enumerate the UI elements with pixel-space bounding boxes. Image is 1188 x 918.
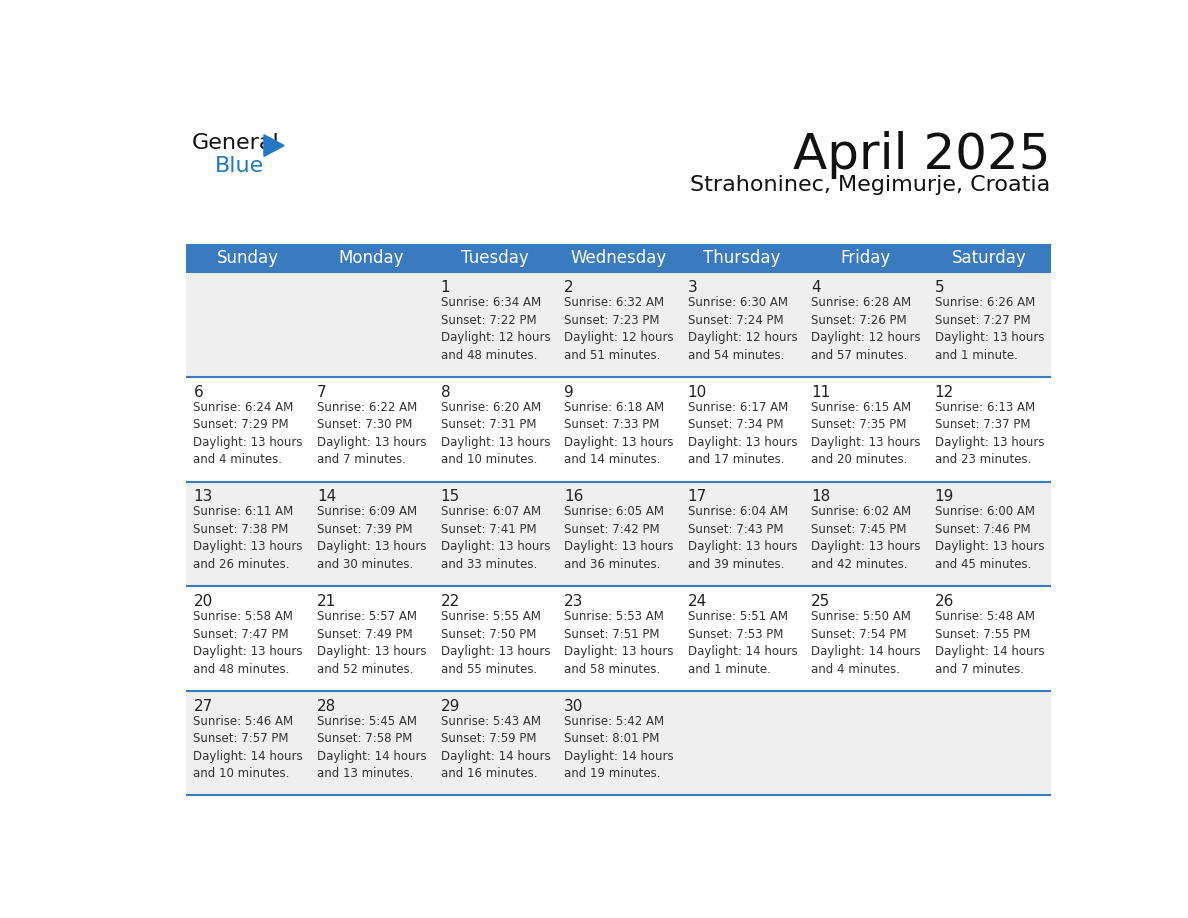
Text: Sunrise: 6:02 AM
Sunset: 7:45 PM
Daylight: 13 hours
and 42 minutes.: Sunrise: 6:02 AM Sunset: 7:45 PM Dayligh… <box>811 506 921 571</box>
Text: 11: 11 <box>811 385 830 399</box>
Text: 7: 7 <box>317 385 327 399</box>
Text: Sunrise: 6:20 AM
Sunset: 7:31 PM
Daylight: 13 hours
and 10 minutes.: Sunrise: 6:20 AM Sunset: 7:31 PM Dayligh… <box>441 401 550 466</box>
Text: Sunrise: 5:57 AM
Sunset: 7:49 PM
Daylight: 13 hours
and 52 minutes.: Sunrise: 5:57 AM Sunset: 7:49 PM Dayligh… <box>317 610 426 676</box>
Text: 12: 12 <box>935 385 954 399</box>
Text: Sunrise: 5:58 AM
Sunset: 7:47 PM
Daylight: 13 hours
and 48 minutes.: Sunrise: 5:58 AM Sunset: 7:47 PM Dayligh… <box>194 610 303 676</box>
Text: Sunday: Sunday <box>216 249 278 267</box>
Text: Sunrise: 5:55 AM
Sunset: 7:50 PM
Daylight: 13 hours
and 55 minutes.: Sunrise: 5:55 AM Sunset: 7:50 PM Dayligh… <box>441 610 550 676</box>
Text: Sunrise: 6:15 AM
Sunset: 7:35 PM
Daylight: 13 hours
and 20 minutes.: Sunrise: 6:15 AM Sunset: 7:35 PM Dayligh… <box>811 401 921 466</box>
Text: 8: 8 <box>441 385 450 399</box>
Bar <box>185 482 1050 587</box>
Text: 22: 22 <box>441 594 460 609</box>
Text: Monday: Monday <box>339 249 404 267</box>
Bar <box>185 244 1050 273</box>
Text: Sunrise: 5:50 AM
Sunset: 7:54 PM
Daylight: 14 hours
and 4 minutes.: Sunrise: 5:50 AM Sunset: 7:54 PM Dayligh… <box>811 610 921 676</box>
Text: 15: 15 <box>441 489 460 504</box>
Text: 14: 14 <box>317 489 336 504</box>
Text: Sunrise: 6:22 AM
Sunset: 7:30 PM
Daylight: 13 hours
and 7 minutes.: Sunrise: 6:22 AM Sunset: 7:30 PM Dayligh… <box>317 401 426 466</box>
Bar <box>185 273 1050 377</box>
Text: 2: 2 <box>564 280 574 295</box>
Text: Sunrise: 6:09 AM
Sunset: 7:39 PM
Daylight: 13 hours
and 30 minutes.: Sunrise: 6:09 AM Sunset: 7:39 PM Dayligh… <box>317 506 426 571</box>
Bar <box>185 377 1050 482</box>
Text: Sunrise: 6:07 AM
Sunset: 7:41 PM
Daylight: 13 hours
and 33 minutes.: Sunrise: 6:07 AM Sunset: 7:41 PM Dayligh… <box>441 506 550 571</box>
Text: Sunrise: 6:28 AM
Sunset: 7:26 PM
Daylight: 12 hours
and 57 minutes.: Sunrise: 6:28 AM Sunset: 7:26 PM Dayligh… <box>811 297 921 362</box>
Text: 10: 10 <box>688 385 707 399</box>
Text: Sunrise: 6:18 AM
Sunset: 7:33 PM
Daylight: 13 hours
and 14 minutes.: Sunrise: 6:18 AM Sunset: 7:33 PM Dayligh… <box>564 401 674 466</box>
Text: Sunrise: 6:00 AM
Sunset: 7:46 PM
Daylight: 13 hours
and 45 minutes.: Sunrise: 6:00 AM Sunset: 7:46 PM Dayligh… <box>935 506 1044 571</box>
Text: Wednesday: Wednesday <box>570 249 666 267</box>
Text: 17: 17 <box>688 489 707 504</box>
Text: 1: 1 <box>441 280 450 295</box>
Text: 9: 9 <box>564 385 574 399</box>
Text: General: General <box>192 133 279 153</box>
Text: 13: 13 <box>194 489 213 504</box>
Text: Thursday: Thursday <box>703 249 781 267</box>
Text: Sunrise: 5:43 AM
Sunset: 7:59 PM
Daylight: 14 hours
and 16 minutes.: Sunrise: 5:43 AM Sunset: 7:59 PM Dayligh… <box>441 715 550 780</box>
Text: Strahoninec, Megimurje, Croatia: Strahoninec, Megimurje, Croatia <box>690 174 1050 195</box>
Text: 28: 28 <box>317 699 336 713</box>
Text: 6: 6 <box>194 385 203 399</box>
Text: Sunrise: 5:42 AM
Sunset: 8:01 PM
Daylight: 14 hours
and 19 minutes.: Sunrise: 5:42 AM Sunset: 8:01 PM Dayligh… <box>564 715 674 780</box>
Text: April 2025: April 2025 <box>794 131 1050 179</box>
Text: Tuesday: Tuesday <box>461 249 529 267</box>
Text: 29: 29 <box>441 699 460 713</box>
Text: Sunrise: 6:11 AM
Sunset: 7:38 PM
Daylight: 13 hours
and 26 minutes.: Sunrise: 6:11 AM Sunset: 7:38 PM Dayligh… <box>194 506 303 571</box>
Text: 19: 19 <box>935 489 954 504</box>
Bar <box>185 587 1050 691</box>
Text: Sunrise: 6:05 AM
Sunset: 7:42 PM
Daylight: 13 hours
and 36 minutes.: Sunrise: 6:05 AM Sunset: 7:42 PM Dayligh… <box>564 506 674 571</box>
Polygon shape <box>264 135 284 156</box>
Text: Sunrise: 6:04 AM
Sunset: 7:43 PM
Daylight: 13 hours
and 39 minutes.: Sunrise: 6:04 AM Sunset: 7:43 PM Dayligh… <box>688 506 797 571</box>
Text: Sunrise: 5:51 AM
Sunset: 7:53 PM
Daylight: 14 hours
and 1 minute.: Sunrise: 5:51 AM Sunset: 7:53 PM Dayligh… <box>688 610 797 676</box>
Text: 20: 20 <box>194 594 213 609</box>
Text: 5: 5 <box>935 280 944 295</box>
Text: Sunrise: 5:53 AM
Sunset: 7:51 PM
Daylight: 13 hours
and 58 minutes.: Sunrise: 5:53 AM Sunset: 7:51 PM Dayligh… <box>564 610 674 676</box>
Text: Sunrise: 6:34 AM
Sunset: 7:22 PM
Daylight: 12 hours
and 48 minutes.: Sunrise: 6:34 AM Sunset: 7:22 PM Dayligh… <box>441 297 550 362</box>
Text: Sunrise: 6:13 AM
Sunset: 7:37 PM
Daylight: 13 hours
and 23 minutes.: Sunrise: 6:13 AM Sunset: 7:37 PM Dayligh… <box>935 401 1044 466</box>
Text: Sunrise: 6:24 AM
Sunset: 7:29 PM
Daylight: 13 hours
and 4 minutes.: Sunrise: 6:24 AM Sunset: 7:29 PM Dayligh… <box>194 401 303 466</box>
Text: 30: 30 <box>564 699 583 713</box>
Text: 16: 16 <box>564 489 583 504</box>
Text: Sunrise: 6:30 AM
Sunset: 7:24 PM
Daylight: 12 hours
and 54 minutes.: Sunrise: 6:30 AM Sunset: 7:24 PM Dayligh… <box>688 297 797 362</box>
Text: Sunrise: 5:48 AM
Sunset: 7:55 PM
Daylight: 14 hours
and 7 minutes.: Sunrise: 5:48 AM Sunset: 7:55 PM Dayligh… <box>935 610 1044 676</box>
Text: 23: 23 <box>564 594 583 609</box>
Text: 26: 26 <box>935 594 954 609</box>
Text: Sunrise: 6:26 AM
Sunset: 7:27 PM
Daylight: 13 hours
and 1 minute.: Sunrise: 6:26 AM Sunset: 7:27 PM Dayligh… <box>935 297 1044 362</box>
Text: 4: 4 <box>811 280 821 295</box>
Text: 25: 25 <box>811 594 830 609</box>
Text: Saturday: Saturday <box>952 249 1026 267</box>
Text: 24: 24 <box>688 594 707 609</box>
Text: Sunrise: 6:17 AM
Sunset: 7:34 PM
Daylight: 13 hours
and 17 minutes.: Sunrise: 6:17 AM Sunset: 7:34 PM Dayligh… <box>688 401 797 466</box>
Text: 18: 18 <box>811 489 830 504</box>
Bar <box>185 691 1050 796</box>
Text: Sunrise: 5:46 AM
Sunset: 7:57 PM
Daylight: 14 hours
and 10 minutes.: Sunrise: 5:46 AM Sunset: 7:57 PM Dayligh… <box>194 715 303 780</box>
Text: Sunrise: 6:32 AM
Sunset: 7:23 PM
Daylight: 12 hours
and 51 minutes.: Sunrise: 6:32 AM Sunset: 7:23 PM Dayligh… <box>564 297 674 362</box>
Text: 21: 21 <box>317 594 336 609</box>
Text: Blue: Blue <box>215 156 265 176</box>
Text: Sunrise: 5:45 AM
Sunset: 7:58 PM
Daylight: 14 hours
and 13 minutes.: Sunrise: 5:45 AM Sunset: 7:58 PM Dayligh… <box>317 715 426 780</box>
Text: Friday: Friday <box>840 249 890 267</box>
Text: 27: 27 <box>194 699 213 713</box>
Text: 3: 3 <box>688 280 697 295</box>
